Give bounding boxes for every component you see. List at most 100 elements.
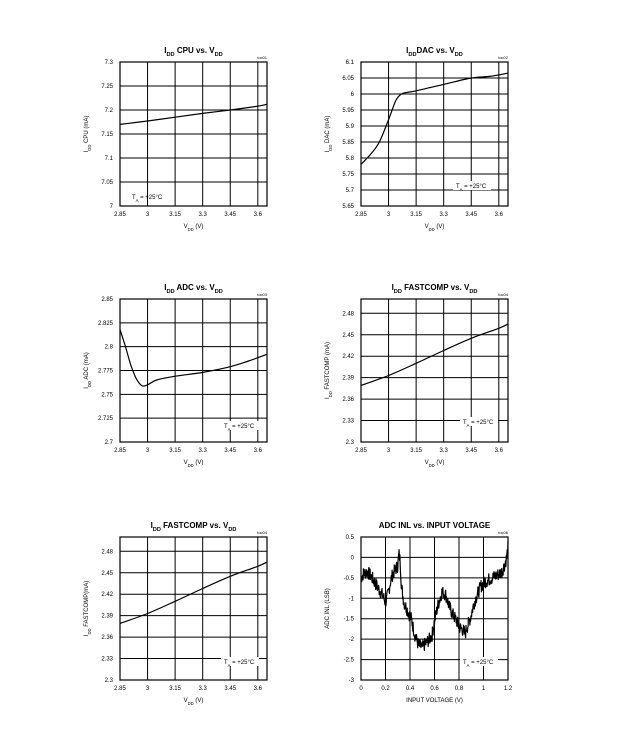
x-tick-label: 3.3 bbox=[199, 448, 208, 454]
x-tick-label: 3.45 bbox=[465, 448, 477, 454]
y-tick-label: 7.2 bbox=[105, 108, 114, 114]
y-tick-label: 2.3 bbox=[105, 678, 114, 684]
chart-title: IDD ADC vs. VDD bbox=[164, 283, 223, 295]
y-tick-label: 2.36 bbox=[101, 635, 113, 641]
temperature-annotation: TA = +25°C bbox=[456, 184, 487, 192]
y-tick-label: 0 bbox=[351, 555, 355, 561]
x-tick-label: 3.15 bbox=[410, 448, 422, 454]
y-tick-label: 0.5 bbox=[346, 535, 355, 541]
y-tick-label: 2.36 bbox=[342, 397, 354, 403]
y-tick-label: 5.75 bbox=[342, 172, 354, 178]
x-tick-label: 3.6 bbox=[254, 212, 263, 218]
plot-frame bbox=[360, 536, 509, 681]
y-axis-label: IDD CPU (mA) bbox=[84, 116, 92, 153]
x-tick-label: 0.4 bbox=[406, 686, 415, 692]
y-axis-label: IDD ADC (mA) bbox=[84, 352, 92, 388]
chart-panel-6: 0 0.2 0.4 0.6 0.8 1 1.2 -3 -2.5 -2 -1.5 -1 -0.5 0 0.5 A… bbox=[325, 521, 513, 704]
y-tick-label: 7.3 bbox=[105, 60, 114, 66]
y-axis-label: IDD FASTCOMP(mA) bbox=[84, 581, 92, 636]
x-tick-label: 3.15 bbox=[410, 212, 422, 218]
y-axis-label: IDD DAC (mA) bbox=[325, 116, 333, 153]
toc-code: toc03 bbox=[257, 292, 268, 297]
x-tick-label: 3.3 bbox=[199, 212, 208, 218]
y-tick-label: 6.1 bbox=[346, 60, 355, 66]
y-tick-label: 5.8 bbox=[346, 156, 355, 162]
x-tick-label: 2.85 bbox=[114, 212, 126, 218]
x-tick-label: 1.2 bbox=[504, 686, 513, 692]
y-tick-label: 7.25 bbox=[101, 84, 113, 90]
series-line bbox=[119, 329, 268, 387]
y-tick-label: 2.42 bbox=[342, 354, 354, 360]
plot-frame bbox=[360, 61, 509, 207]
x-tick-label: 3.6 bbox=[495, 212, 504, 218]
y-tick-label: 7 bbox=[110, 204, 114, 210]
series-line bbox=[360, 323, 509, 387]
plot-frame bbox=[360, 298, 509, 443]
y-tick-label: -0.5 bbox=[344, 576, 355, 582]
chart-title: IDDDAC vs. VDD bbox=[406, 46, 463, 58]
annotation-bg bbox=[453, 181, 491, 190]
toc-code: toc04 bbox=[498, 292, 509, 297]
x-tick-label: 2.85 bbox=[355, 212, 367, 218]
x-tick-label: 2.85 bbox=[114, 686, 126, 692]
annotation-bg bbox=[460, 417, 498, 426]
x-tick-label: 3.6 bbox=[495, 448, 504, 454]
x-tick-label: 3 bbox=[387, 212, 391, 218]
plot-frame bbox=[119, 298, 268, 443]
y-tick-label: 5.85 bbox=[342, 140, 354, 146]
y-tick-label: -2 bbox=[349, 637, 355, 643]
x-axis-label: VDD (V) bbox=[425, 224, 445, 232]
x-tick-label: 3.6 bbox=[254, 686, 263, 692]
x-tick-label: 3 bbox=[146, 686, 150, 692]
temperature-annotation: TA = +25°C bbox=[463, 420, 494, 428]
y-tick-label: 6 bbox=[351, 92, 355, 98]
y-tick-label: 2.8 bbox=[105, 345, 114, 351]
y-tick-label: 2.48 bbox=[101, 549, 113, 555]
x-tick-label: 3.15 bbox=[169, 686, 181, 692]
toc-code: toc01 bbox=[257, 55, 268, 60]
x-tick-label: 3.45 bbox=[224, 212, 236, 218]
y-tick-label: -1.5 bbox=[344, 617, 355, 623]
toc-code: toc02 bbox=[498, 55, 509, 60]
annotation-bg bbox=[221, 421, 259, 430]
series-line bbox=[360, 72, 509, 165]
y-tick-label: 2.85 bbox=[101, 297, 113, 303]
x-tick-label: 3 bbox=[387, 448, 391, 454]
y-tick-label: -3 bbox=[349, 678, 355, 684]
toc-code: toc06 bbox=[498, 530, 509, 535]
chart-title: ADC INL vs. INPUT VOLTAGE bbox=[379, 521, 491, 530]
x-tick-label: 0.2 bbox=[381, 686, 390, 692]
x-axis-label: VDD (V) bbox=[184, 698, 204, 706]
chart-panel-5: 2.85 3 3.15 3.3 3.45 3.6 2.3 2.33 2.36 2.39 2.42 2.… bbox=[84, 521, 268, 706]
x-tick-label: 3.3 bbox=[440, 212, 449, 218]
x-tick-label: 2.85 bbox=[355, 448, 367, 454]
y-tick-label: 5.7 bbox=[346, 188, 355, 194]
x-tick-label: 3.3 bbox=[440, 448, 449, 454]
y-tick-label: 2.725 bbox=[98, 416, 114, 422]
y-tick-label: 2.42 bbox=[101, 592, 113, 598]
chart-panel-1: 2.85 3 3.15 3.3 3.45 3.6 7 7.05 7.1 7.15 7.2 7.25 7.… bbox=[84, 46, 268, 232]
y-tick-label: 2.39 bbox=[342, 376, 354, 382]
y-tick-label: 7.1 bbox=[105, 156, 114, 162]
y-tick-label: 2.3 bbox=[346, 440, 355, 446]
chart-title: IDD FASTCOMP vs. VDD bbox=[392, 283, 478, 295]
x-axis-label: VDD (V) bbox=[425, 460, 445, 468]
temperature-annotation: TA = +25°C bbox=[463, 660, 494, 668]
x-tick-label: 2.85 bbox=[114, 448, 126, 454]
chart-panel-3: 2.85 3 3.15 3.3 3.45 3.62.72.7252.752.7752.82… bbox=[84, 283, 268, 468]
chart-title: IDD CPU vs. VDD bbox=[164, 46, 222, 58]
y-tick-label: 2.75 bbox=[101, 392, 113, 398]
x-tick-label: 0 bbox=[359, 686, 363, 692]
temperature-annotation: TA = +25°C bbox=[224, 660, 255, 668]
plot-frame bbox=[119, 536, 268, 681]
x-tick-label: 3.45 bbox=[465, 212, 477, 218]
y-tick-label: 2.39 bbox=[101, 614, 113, 620]
y-tick-label: 7.15 bbox=[101, 132, 113, 138]
y-tick-label: 5.95 bbox=[342, 108, 354, 114]
y-tick-label: 2.48 bbox=[342, 311, 354, 317]
series-line bbox=[119, 103, 268, 125]
x-tick-label: 3 bbox=[146, 448, 150, 454]
y-tick-label: 2.33 bbox=[101, 657, 113, 663]
x-tick-label: 3.15 bbox=[169, 448, 181, 454]
